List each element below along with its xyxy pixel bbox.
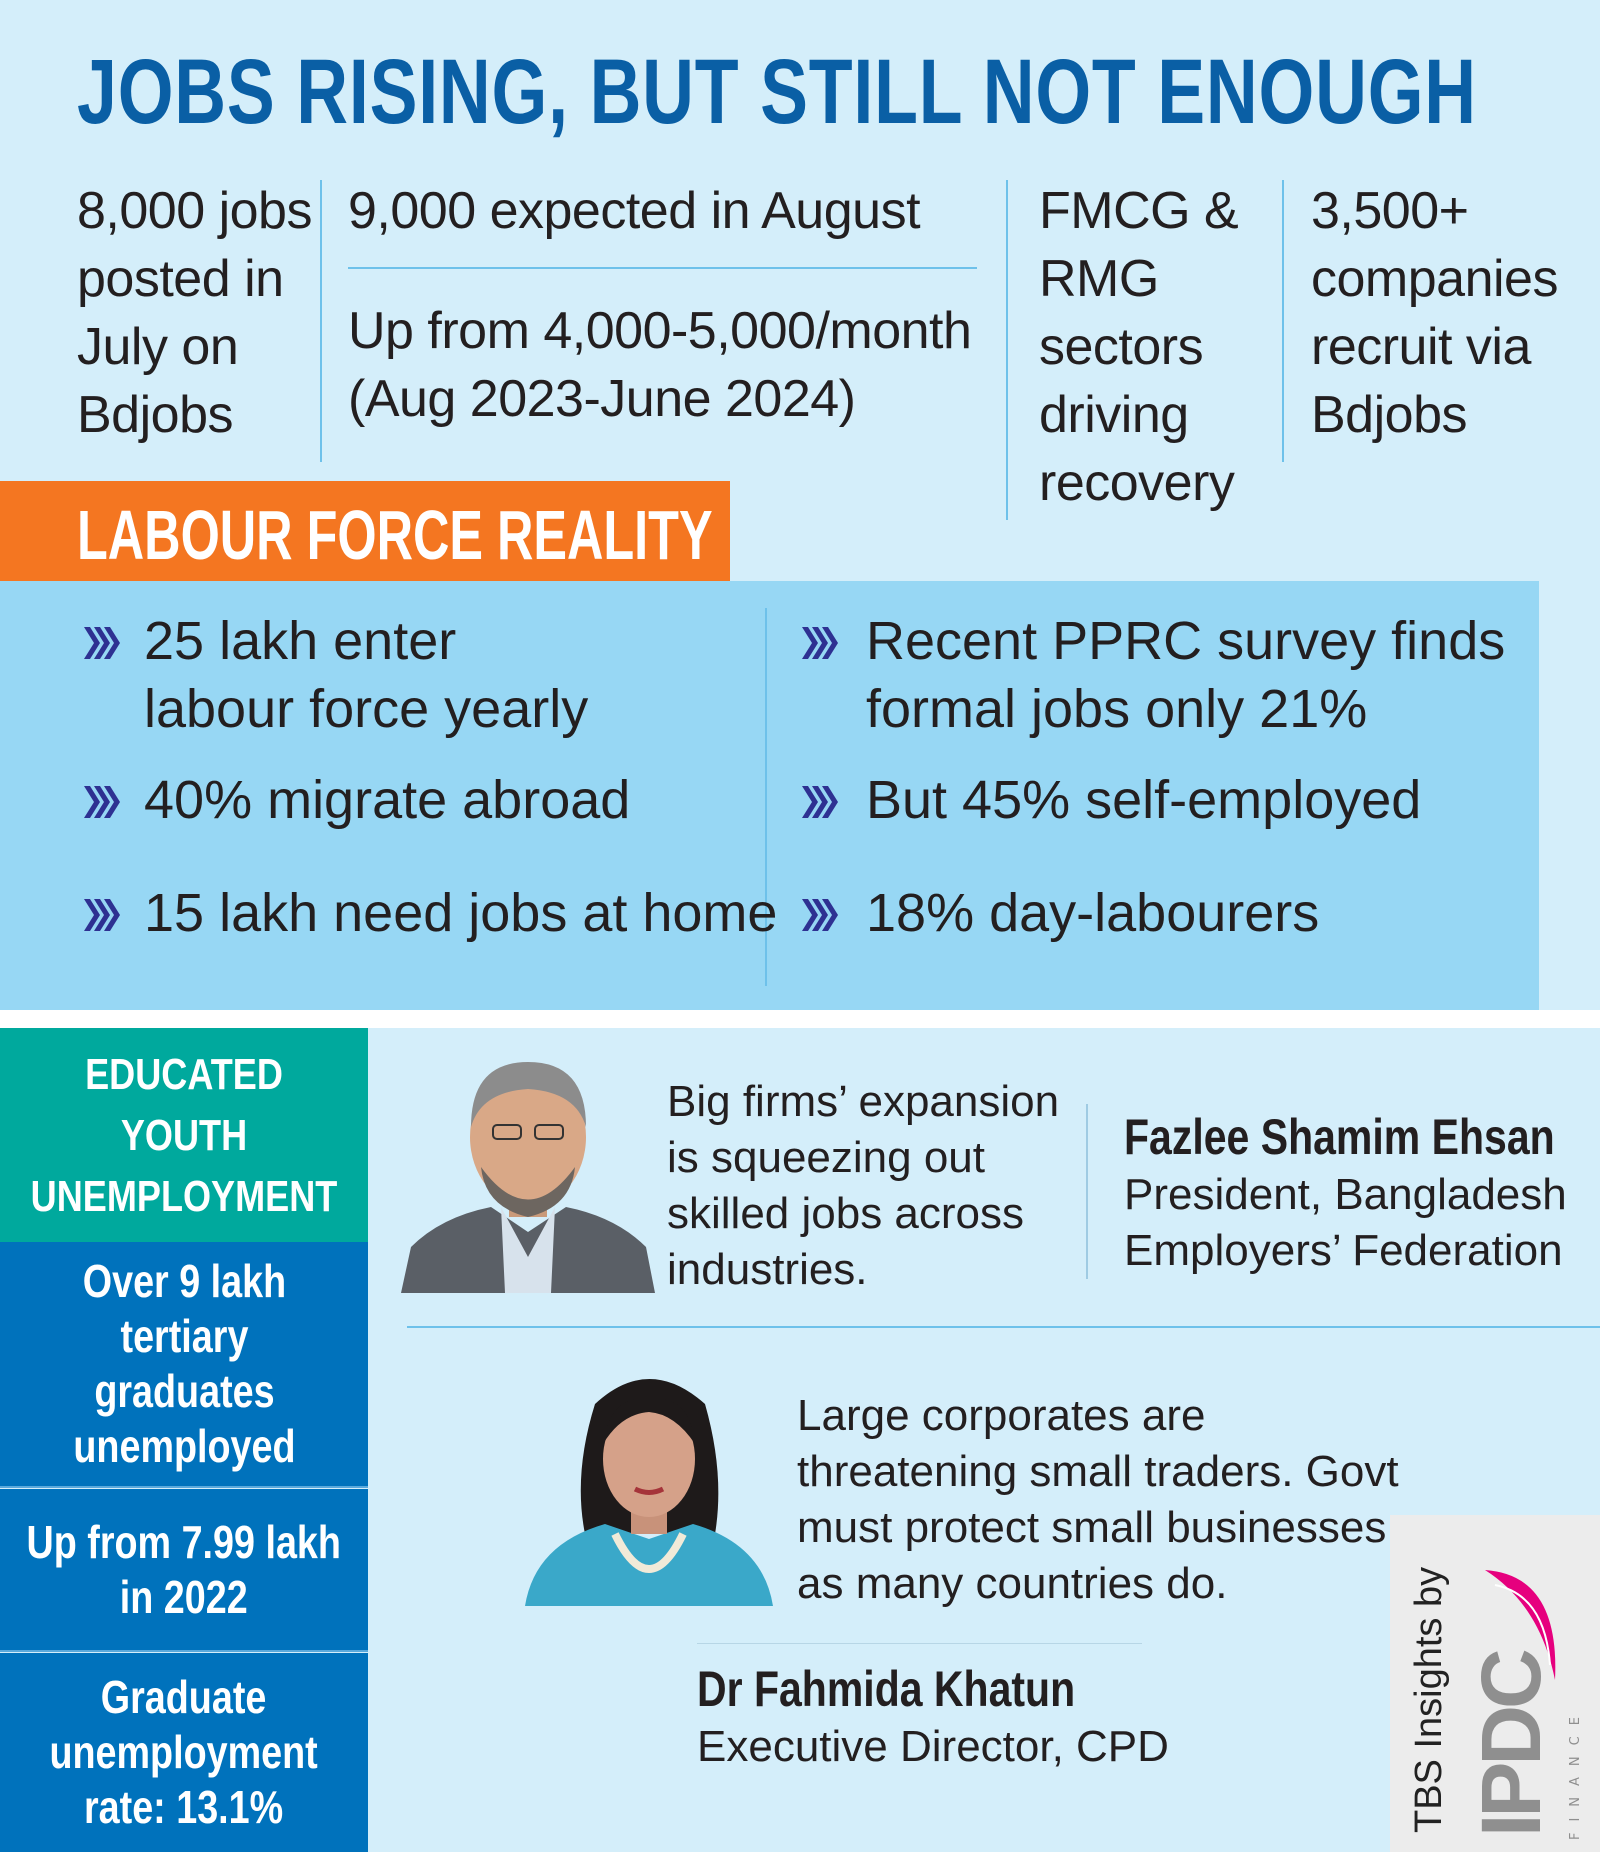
youth-stat: Up from 7.99 lakh in 2022 <box>26 1515 342 1623</box>
divider <box>407 1326 1600 1328</box>
quote-text: Large corporates are threatening small t… <box>797 1391 1399 1608</box>
labour-force-heading: LABOUR FORCE REALITY <box>77 496 713 574</box>
quote-author-name: Fazlee Shamim Ehsan <box>1124 1109 1555 1165</box>
labour-force-panel <box>0 581 1539 1010</box>
divider <box>1282 180 1284 462</box>
bullet-item: Recent PPRC survey finds formal jobs onl… <box>866 611 1506 739</box>
divider <box>765 608 767 986</box>
quote-author-role: Executive Director, CPD <box>697 1722 1169 1771</box>
bullet-item: 18% day-labourers <box>866 883 1320 943</box>
divider <box>1006 180 1008 520</box>
chevron-right-icon <box>84 786 120 818</box>
feather-icon <box>1485 1570 1556 1680</box>
bullet-item: 40% migrate abroad <box>144 770 631 830</box>
separator <box>0 1010 1600 1028</box>
portrait-fahmida-khatun <box>525 1379 773 1606</box>
stat-up-from: Up from 4,000-5,000/month (Aug 2023-June… <box>348 302 972 428</box>
chevron-right-icon <box>802 627 838 659</box>
divider <box>697 1643 1142 1644</box>
chevron-right-icon <box>84 627 120 659</box>
youth-heading-box: EDUCATED YOUTH UNEMPLOYMENT <box>0 1028 368 1242</box>
quote-author-name: Dr Fahmida Khatun <box>697 1661 1076 1717</box>
ipdc-logo: TBS Insights by IPDC FINANCE <box>1390 1515 1600 1852</box>
bullet-item: 25 lakh enter labour force yearly <box>144 611 589 739</box>
portrait-fazlee-shamim-ehsan <box>401 1062 655 1293</box>
youth-stat: Graduate unemployment rate: 13.1% <box>49 1671 319 1833</box>
bullet-item: But 45% self-employed <box>866 770 1422 830</box>
page-title: JOBS RISING, BUT STILL NOT ENOUGH <box>77 41 1477 143</box>
youth-unemployment-column: EDUCATED YOUTH UNEMPLOYMENT Over 9 lakh … <box>0 1028 368 1852</box>
chevron-right-icon <box>802 786 838 818</box>
chevron-right-icon <box>84 899 120 931</box>
stat-expected: 9,000 expected in August <box>348 182 921 240</box>
labour-force-header: LABOUR FORCE REALITY <box>0 481 730 581</box>
chevron-right-icon <box>802 899 838 931</box>
youth-stat-box: Over 9 lakh tertiary graduates unemploye… <box>0 1242 368 1488</box>
youth-stat-box: Up from 7.99 lakh in 2022 <box>0 1489 368 1652</box>
youth-heading: EDUCATED YOUTH UNEMPLOYMENT <box>30 1049 338 1221</box>
stat-sectors: FMCG & RMG sectors driving recovery <box>1039 182 1239 512</box>
bullet-item: 15 lakh need jobs at home <box>144 883 778 943</box>
divider <box>1086 1104 1088 1279</box>
divider <box>348 267 977 269</box>
youth-stat-box: Graduate unemployment rate: 13.1% <box>0 1653 368 1852</box>
brand-subtext: FINANCE <box>1568 1706 1583 1840</box>
youth-stat: Over 9 lakh tertiary graduates unemploye… <box>72 1255 296 1472</box>
stat-jobs-posted: 8,000 jobs posted in July on Bdjobs <box>77 182 312 444</box>
quote-text: Big firms’ expansion is squeezing out sk… <box>667 1077 1060 1294</box>
credit-text: TBS Insights by <box>1408 1566 1450 1833</box>
quote-author-role: President, Bangladesh Employers’ Federat… <box>1124 1170 1567 1275</box>
divider <box>320 180 322 462</box>
stat-companies: 3,500+ companies recruit via Bdjobs <box>1311 182 1558 444</box>
